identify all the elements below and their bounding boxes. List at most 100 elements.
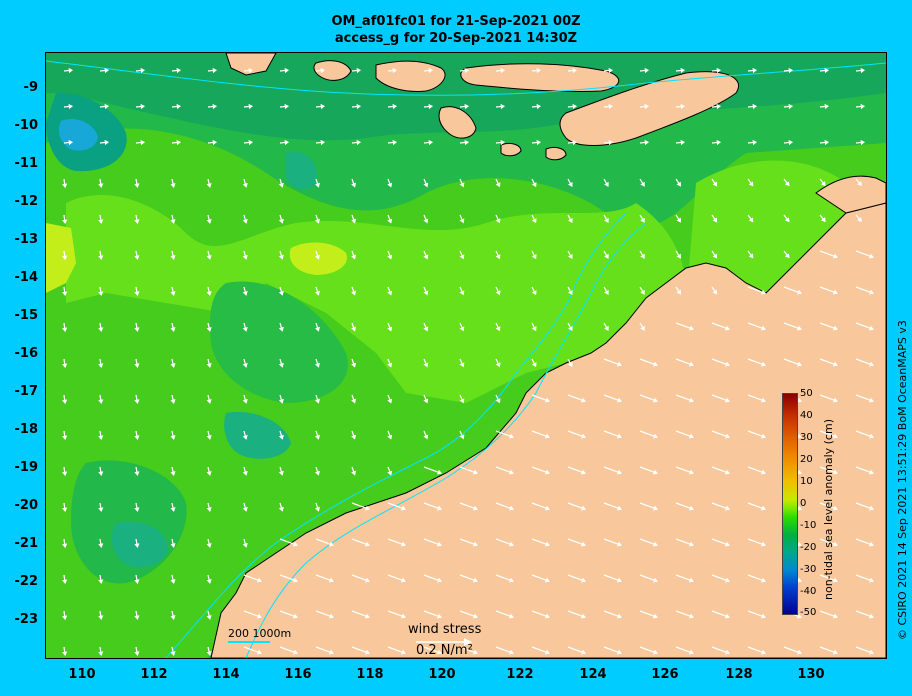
wind-arrow-head — [640, 253, 645, 259]
x-tick: 130 — [797, 667, 825, 682]
wind-arrow-head — [170, 399, 176, 404]
y-tick: -16 — [14, 346, 39, 361]
wind-arrow-head — [134, 579, 140, 585]
wind-arrow-head — [212, 67, 218, 74]
wind-arrow-head — [473, 577, 479, 583]
wind-arrow-head — [712, 253, 718, 259]
wind-arrow-head — [545, 505, 551, 511]
wind-arrow-head — [689, 361, 695, 367]
wind-arrow-head — [572, 103, 578, 110]
wind-arrow-head — [98, 543, 104, 549]
wind-arrow-head — [869, 433, 875, 439]
wind-arrow-head — [857, 217, 862, 223]
wind-arrow-head — [351, 218, 357, 224]
wind-arrow-head — [567, 290, 573, 296]
wind-arrow-head — [797, 649, 803, 655]
wind-arrow-head — [869, 613, 875, 619]
wind-arrow-head — [98, 363, 104, 369]
wind-arrow-head — [676, 217, 681, 223]
wind-arrow-head — [761, 613, 767, 619]
wind-arrow-head — [797, 361, 803, 367]
wind-arrow-head — [617, 577, 623, 583]
wind-arrow-head — [423, 398, 429, 404]
wind-arrow-head — [459, 218, 465, 224]
wind-arrow-head — [495, 326, 501, 332]
wind-arrow-head — [278, 218, 284, 224]
wind-arrow-head — [62, 183, 68, 189]
wind-arrow-head — [761, 541, 767, 547]
wind-arrow-head — [62, 543, 68, 549]
x-tick: 120 — [428, 667, 456, 682]
wind-arrow-head — [104, 67, 110, 74]
wind-arrow-head — [869, 541, 875, 547]
wind-arrow-head — [278, 326, 284, 332]
colorbar-tick: -40 — [800, 586, 817, 597]
wind-arrow-head — [640, 181, 645, 187]
wind-arrow-head — [98, 183, 104, 189]
wind-arrow-head — [536, 103, 542, 110]
wind-arrow-head — [206, 471, 212, 476]
wind-arrow-head — [567, 362, 573, 368]
wind-arrow-head — [617, 613, 623, 619]
map-svg — [46, 53, 886, 658]
wind-arrow-head — [653, 361, 659, 367]
wind-arrow-head — [104, 103, 110, 110]
wind-arrow-head — [206, 435, 212, 440]
wind-arrow-head — [62, 651, 68, 657]
wind-arrow-head — [689, 541, 695, 547]
wind-arrow-head — [644, 67, 650, 74]
wind-arrow-head — [459, 182, 465, 188]
wind-arrow-head — [509, 469, 515, 475]
wind-arrow-head — [140, 67, 146, 74]
y-tick: -21 — [14, 536, 39, 551]
wind-arrow-head — [170, 471, 176, 476]
wind-arrow-head — [860, 103, 866, 110]
wind-arrow-head — [536, 139, 542, 146]
wind-arrow-head — [725, 613, 731, 619]
wind-arrow-head — [401, 505, 407, 511]
wind-arrow-head — [653, 505, 659, 511]
wind-arrow-head — [62, 219, 68, 225]
wind-arrow-head — [788, 103, 794, 110]
wind-arrow-head — [604, 181, 609, 187]
wind-arrow-head — [860, 139, 866, 146]
wind-arrow-head — [351, 362, 357, 368]
wind-arrow-head — [784, 253, 790, 259]
wind-arrow-head — [134, 399, 140, 405]
wind-arrow-head — [98, 291, 104, 297]
wind-legend-arrow-icon — [416, 638, 472, 646]
wind-arrow-head — [473, 649, 479, 655]
wind-arrow-head — [170, 507, 176, 512]
wind-arrow-head — [392, 103, 398, 110]
wind-arrow-head — [545, 469, 551, 475]
wind-arrow-head — [860, 67, 866, 74]
wind-arrow-head — [495, 290, 501, 296]
wind-arrow-head — [320, 103, 326, 110]
wind-arrow-head — [423, 218, 429, 224]
wind-arrow-head — [62, 435, 68, 441]
wind-arrow-head — [206, 543, 212, 548]
wind-arrow-head — [689, 577, 695, 583]
colorbar-tick: 20 — [800, 454, 813, 465]
wind-arrow-head — [206, 651, 212, 656]
wind-arrow-head — [833, 649, 839, 655]
wind-arrow-head — [170, 615, 176, 620]
wind-arrow-head — [387, 218, 393, 224]
wind-arrow-head — [170, 219, 176, 224]
wind-arrow-head — [689, 397, 695, 403]
wind-arrow-head — [748, 181, 754, 187]
wind-arrow-head — [365, 613, 371, 619]
wind-arrow-head — [392, 139, 398, 146]
wind-arrow-head — [725, 649, 731, 655]
wind-arrow-head — [676, 181, 681, 187]
wind-arrow-head — [459, 362, 465, 368]
wind-arrow-head — [725, 325, 731, 331]
wind-arrow-head — [495, 182, 501, 188]
wind-arrow-head — [509, 577, 515, 583]
wind-arrow-head — [752, 67, 758, 74]
map-area[interactable] — [45, 52, 887, 659]
wind-arrow-head — [170, 183, 176, 188]
wind-arrow-head — [604, 289, 609, 295]
wind-arrow-head — [387, 470, 393, 476]
wind-arrow-head — [473, 613, 479, 619]
